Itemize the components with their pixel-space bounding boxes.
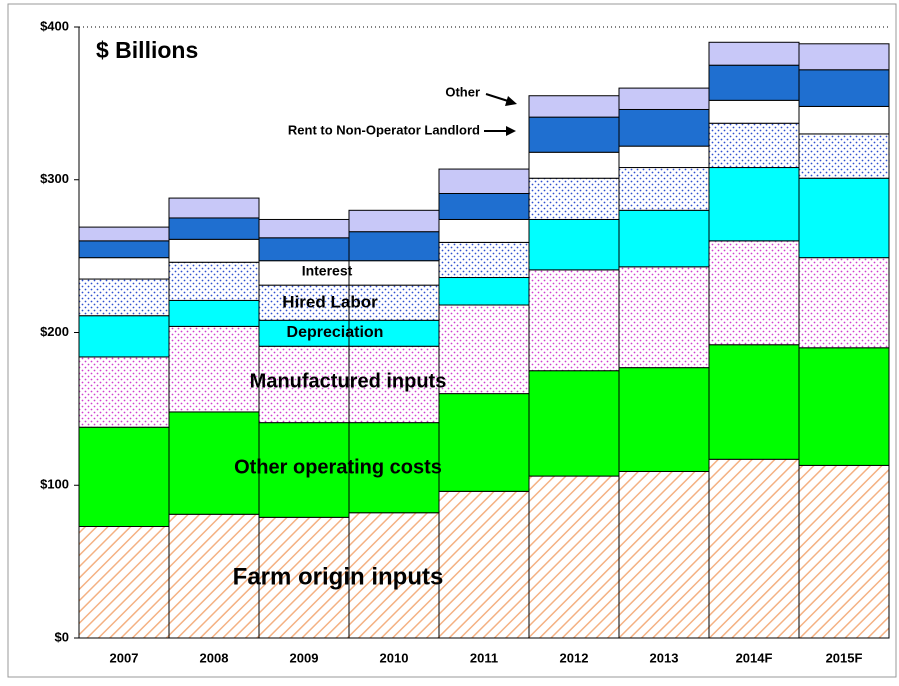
bar-segment xyxy=(348,231,440,262)
bar-segment xyxy=(618,145,710,169)
bar-segment xyxy=(168,238,260,263)
arrow-head xyxy=(505,96,517,106)
bar-segment xyxy=(78,356,170,428)
series-label: Farm origin inputs xyxy=(233,563,444,590)
bar-segment xyxy=(708,41,800,66)
y-tick-label: $400 xyxy=(40,18,69,33)
bar-segment xyxy=(798,105,890,135)
bar-segment xyxy=(798,133,890,179)
bar-segment xyxy=(258,260,350,286)
bar-segment xyxy=(618,167,710,211)
bar-segment xyxy=(258,218,350,239)
bar-segment xyxy=(438,168,530,194)
bar-segment xyxy=(618,87,710,110)
x-tick-label: 2007 xyxy=(110,650,139,665)
x-tick-label: 2012 xyxy=(560,650,589,665)
bar-segment xyxy=(708,240,800,346)
bar-segment xyxy=(168,299,260,327)
bar-segment xyxy=(708,458,800,639)
bar-segment xyxy=(78,315,170,358)
bar-segment xyxy=(78,525,170,639)
bar-segment xyxy=(78,426,170,527)
bar-segment xyxy=(528,269,620,372)
y-tick-label: $100 xyxy=(40,477,69,492)
bar-segment xyxy=(438,241,530,279)
bar-segment xyxy=(348,284,440,321)
bar-segment xyxy=(798,347,890,466)
x-tick-label: 2013 xyxy=(650,650,679,665)
bar-segment xyxy=(258,284,350,321)
arrow xyxy=(485,93,509,102)
bar-segment xyxy=(618,209,710,268)
series-label: Hired Labor xyxy=(282,292,378,311)
bar-segment xyxy=(348,260,440,286)
bar-segment xyxy=(618,367,710,473)
bar-segment xyxy=(528,151,620,179)
frame xyxy=(7,3,897,678)
bar-segment xyxy=(618,471,710,639)
series-label: Other operating costs xyxy=(234,456,442,478)
bar-segment xyxy=(798,43,890,71)
bar-segment xyxy=(438,192,530,220)
bar-segment xyxy=(618,266,710,369)
bar-segment xyxy=(708,344,800,460)
arrow-head xyxy=(506,126,516,136)
bar-segment xyxy=(168,217,260,240)
bar-segment xyxy=(348,422,440,514)
bar-segment xyxy=(798,464,890,639)
x-tick-label: 2015F xyxy=(826,650,863,665)
bar-segment xyxy=(708,64,800,101)
bar-segment xyxy=(798,177,890,259)
bar-segment xyxy=(528,475,620,639)
x-tick-label: 2011 xyxy=(470,650,498,665)
bar-segment xyxy=(78,240,170,259)
bar-segment xyxy=(438,490,530,639)
bar-segment xyxy=(168,325,260,413)
y-tick-label: $300 xyxy=(40,171,69,186)
series-label: Depreciation xyxy=(287,324,384,341)
bar-segment xyxy=(528,370,620,477)
bar-segment xyxy=(528,116,620,153)
series-label: Other xyxy=(445,84,480,99)
series-label: Manufactured inputs xyxy=(250,370,447,392)
bar-segment xyxy=(798,257,890,349)
bar-segment xyxy=(78,278,170,317)
x-tick-label: 2010 xyxy=(380,650,409,665)
bar-segment xyxy=(258,516,350,639)
bar-segment xyxy=(528,177,620,220)
x-tick-label: 2009 xyxy=(290,650,319,665)
bar-segment xyxy=(258,237,350,262)
bar-segment xyxy=(348,209,440,233)
bar-segment xyxy=(438,304,530,395)
bar-segment xyxy=(168,261,260,301)
bar-segment xyxy=(258,345,350,424)
bar-segment xyxy=(798,69,890,107)
chart-title: $ Billions xyxy=(96,37,198,63)
bar-segment xyxy=(78,257,170,280)
bar-segment xyxy=(708,99,800,124)
series-label: Rent to Non-Operator Landlord xyxy=(288,122,480,137)
y-tick-label: $0 xyxy=(55,629,69,644)
bar-segment xyxy=(618,108,710,147)
bar-segment xyxy=(168,411,260,515)
bar-segment xyxy=(438,393,530,492)
bar-segment xyxy=(708,167,800,242)
x-tick-label: 2008 xyxy=(200,650,229,665)
bar-segment xyxy=(258,319,350,347)
bar-segment xyxy=(348,345,440,424)
series-label: Interest xyxy=(302,263,353,279)
bar-segment xyxy=(438,277,530,306)
x-tick-label: 2014F xyxy=(736,650,773,665)
bar-segment xyxy=(528,95,620,118)
y-tick-label: $200 xyxy=(40,324,69,339)
bar-segment xyxy=(438,218,530,243)
bar-segment xyxy=(168,197,260,219)
bar-segment xyxy=(78,226,170,242)
bar-segment xyxy=(528,218,620,271)
bar-segment xyxy=(708,122,800,169)
